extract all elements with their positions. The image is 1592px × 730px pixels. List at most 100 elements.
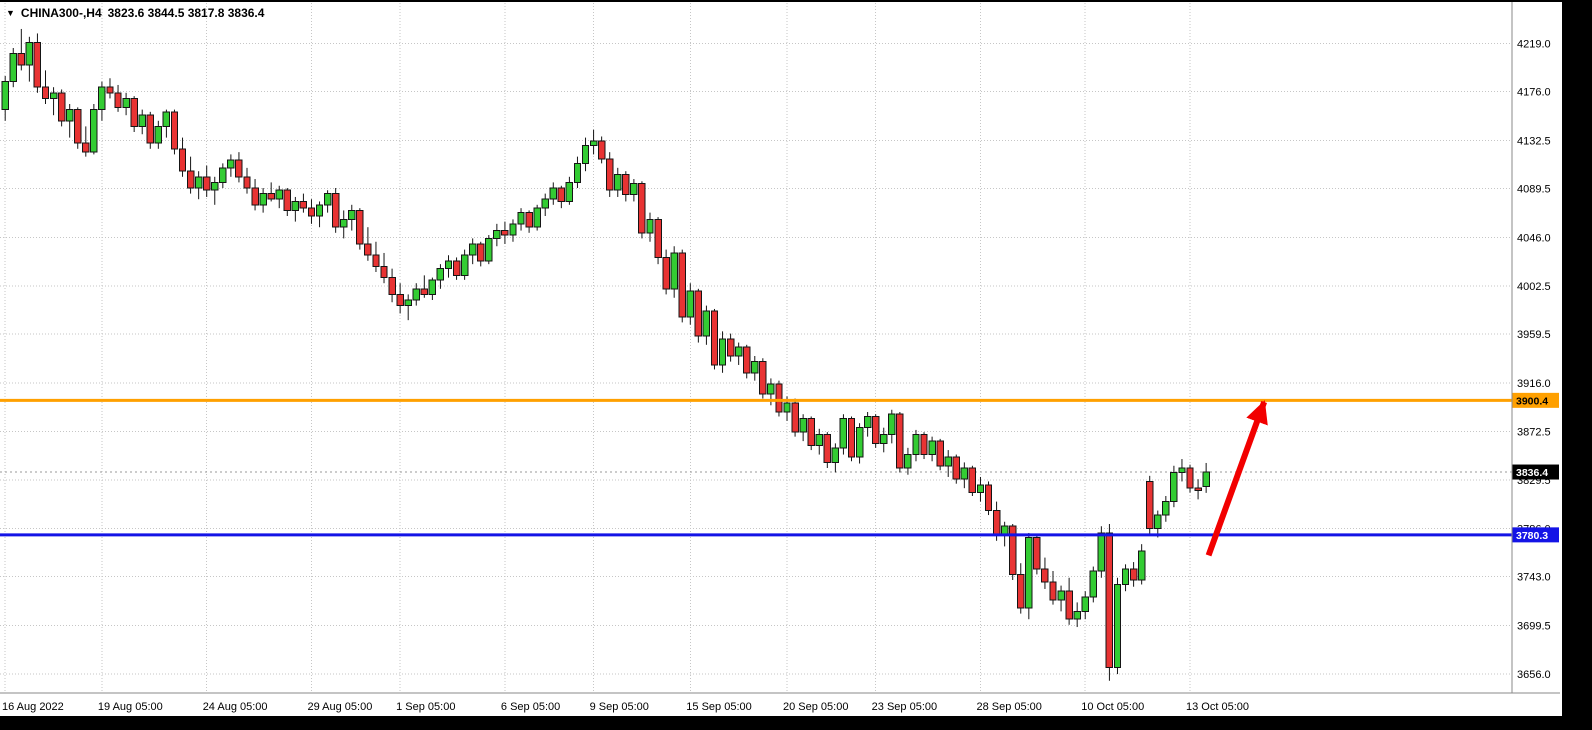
candle-bearish <box>678 249 686 323</box>
candle-bullish <box>888 409 896 444</box>
candle-bullish <box>944 450 952 477</box>
window-edge-top <box>0 0 1592 2</box>
candle-bullish <box>138 109 146 135</box>
candle-bullish <box>162 109 171 138</box>
price-tick-label: 3656.0 <box>1517 669 1551 681</box>
symbol-dropdown-icon[interactable]: ▼ <box>6 8 15 18</box>
candle-bullish <box>493 223 501 247</box>
date-tick-label: 9 Sep 05:00 <box>590 701 649 713</box>
candle-bullish <box>646 212 654 242</box>
candle-bearish <box>1009 524 1017 580</box>
price-tick-label: 3959.5 <box>1517 329 1551 341</box>
candle-bearish <box>710 308 719 370</box>
candle-bearish <box>1129 562 1138 587</box>
price-tick-label: 4002.5 <box>1517 281 1551 293</box>
candle-bearish <box>606 152 614 197</box>
resistance-line-price-tag <box>1512 392 1559 408</box>
candle-bullish <box>1178 459 1186 482</box>
candle-bearish <box>726 333 735 362</box>
buy-signal-arrow[interactable] <box>1205 400 1268 557</box>
candle-bullish <box>65 104 74 138</box>
candle-bullish <box>404 294 412 321</box>
date-tick-label: 10 Oct 05:00 <box>1081 701 1144 713</box>
candle-bullish <box>1121 564 1130 592</box>
date-tick-label: 1 Sep 05:00 <box>396 701 455 713</box>
date-tick-label: 24 Aug 05:00 <box>203 701 268 713</box>
candle-bearish <box>791 398 799 437</box>
candle-bearish <box>1033 535 1041 575</box>
candle-bullish <box>25 36 34 82</box>
candle-bullish <box>428 277 437 300</box>
candle-bullish <box>275 185 283 209</box>
candle-bearish <box>178 137 187 177</box>
candle-bearish <box>694 288 703 343</box>
candle-bullish <box>960 462 969 489</box>
candle-bullish <box>928 436 936 462</box>
candle-bearish <box>477 241 485 267</box>
ohlc-values: 3823.6 3844.5 3817.8 3836.4 <box>107 6 265 20</box>
candle-bullish <box>1154 510 1162 538</box>
candle-bearish <box>936 438 944 471</box>
gridlines <box>0 0 1512 693</box>
current-price-tag <box>1512 464 1559 480</box>
drawing-objects <box>0 398 1512 557</box>
candle-bearish <box>920 432 928 460</box>
price-tick-label: 4089.5 <box>1517 184 1551 196</box>
candle-bearish <box>501 221 509 244</box>
candle-bullish <box>219 163 227 188</box>
candle-bearish <box>420 275 429 298</box>
candle-bearish <box>364 227 372 261</box>
candle-bullish <box>855 423 864 464</box>
candle-bullish <box>154 120 163 149</box>
candle-bearish <box>74 107 82 149</box>
candle-bearish <box>372 241 380 272</box>
price-tick-label: 4132.5 <box>1517 135 1551 147</box>
candle-bullish <box>1073 602 1081 628</box>
candle-bullish <box>291 196 300 222</box>
date-tick-label: 15 Sep 05:00 <box>686 701 751 713</box>
candle-bearish <box>952 454 960 484</box>
candle-bullish <box>831 443 840 473</box>
candle-bearish <box>130 96 138 132</box>
candle-bullish <box>1081 591 1089 620</box>
candle-bearish <box>307 199 316 224</box>
date-tick-label: 28 Sep 05:00 <box>976 701 1041 713</box>
candle-bullish <box>211 176 219 205</box>
candle-bullish <box>573 156 582 188</box>
candle-bullish <box>1025 532 1033 620</box>
price-tick-label: 3699.5 <box>1517 620 1551 632</box>
candle-bearish <box>1186 464 1194 493</box>
resistance-line-price-label: 3900.4 <box>1516 395 1548 407</box>
candle-bearish <box>968 465 977 496</box>
candle-bearish <box>896 412 904 473</box>
candle-bullish <box>863 412 872 437</box>
candle-bearish <box>82 126 90 157</box>
candle-bullish <box>315 201 324 228</box>
candle-bullish <box>259 188 267 213</box>
candle-bearish <box>356 208 364 250</box>
candle-bullish <box>1113 577 1122 675</box>
candle-bullish <box>630 179 638 202</box>
candle-bearish <box>33 33 42 93</box>
price-axis[interactable]: 4219.0 4176.0 4132.5 4089.5 4046.0 4002.5 3959… <box>1512 39 1559 682</box>
candle-bearish <box>1049 571 1057 605</box>
candle-bullish <box>976 476 985 502</box>
candle-bullish <box>565 176 574 205</box>
candle-bearish <box>203 165 211 197</box>
candle-bullish <box>49 87 58 116</box>
time-axis[interactable]: 16 Aug 2022 19 Aug 05:00 24 Aug 05:00 29 Au… <box>2 701 1249 713</box>
candle-bullish <box>1162 496 1170 522</box>
price-tick-label: 4176.0 <box>1517 87 1551 99</box>
support-line-price-label: 3780.3 <box>1516 530 1548 542</box>
window-edge-bottom <box>0 716 1592 730</box>
candle-bearish <box>283 188 292 216</box>
candle-bullish <box>122 92 130 116</box>
candle-bullish <box>444 255 453 278</box>
candle-bullish <box>751 356 759 381</box>
candle-bullish <box>1 76 9 121</box>
candle-bearish <box>396 283 404 314</box>
candle-bullish <box>90 104 98 155</box>
date-tick-label: 6 Sep 05:00 <box>501 701 560 713</box>
candle-bullish <box>194 171 203 200</box>
